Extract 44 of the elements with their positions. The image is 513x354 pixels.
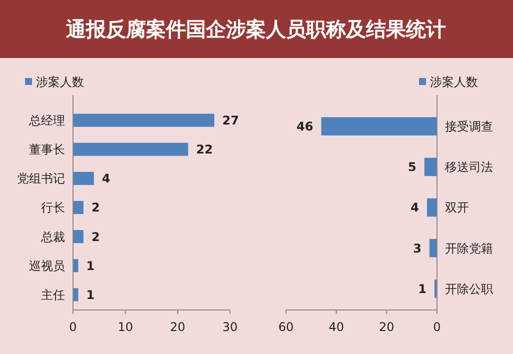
bar	[73, 200, 84, 214]
bar	[73, 114, 214, 127]
y-tick-label: 双开	[445, 200, 469, 215]
y-tick-label: 总裁	[40, 230, 65, 244]
x-tick-label: 0	[69, 320, 77, 334]
bar	[73, 172, 94, 185]
y-tick-label: 主任	[41, 288, 65, 302]
chart-title: 通报反腐案件国企涉案人员职称及结果统计	[65, 17, 446, 41]
y-tick-label: 行长	[41, 200, 65, 215]
y-tick-label: 董事长	[29, 142, 65, 157]
x-tick-label: 20	[379, 320, 394, 334]
bar	[426, 198, 437, 217]
bar	[73, 230, 84, 244]
data-label: 2	[91, 200, 100, 215]
x-tick-label: 60	[278, 320, 294, 334]
x-tick-label: 40	[328, 320, 344, 334]
data-label: 1	[418, 282, 426, 296]
x-tick-label: 10	[118, 320, 133, 334]
data-label: 22	[196, 142, 213, 157]
x-tick-label: 30	[222, 320, 238, 334]
legend-label: 涉案人数	[36, 75, 84, 90]
data-label: 4	[410, 200, 419, 215]
y-tick-label: 移送司法	[445, 160, 493, 174]
data-label: 2	[91, 230, 100, 244]
data-label: 46	[296, 120, 314, 134]
y-tick-label: 总经理	[28, 113, 65, 128]
bar	[321, 117, 437, 136]
data-label: 1	[86, 288, 95, 302]
data-label: 4	[102, 172, 110, 186]
x-tick-label: 0	[433, 320, 441, 334]
data-label: 1	[86, 258, 95, 273]
bar	[429, 238, 437, 258]
data-label: 3	[413, 241, 422, 256]
y-tick-label: 开除党籍	[445, 241, 493, 256]
bar	[424, 158, 437, 176]
y-tick-label: 开除公职	[445, 282, 493, 296]
data-label: 27	[222, 113, 240, 128]
y-tick-label: 党组书记	[17, 172, 65, 186]
y-tick-label: 巡视员	[29, 258, 65, 273]
data-label: 5	[408, 160, 416, 174]
legend-label: 涉案人数	[430, 75, 478, 90]
y-tick-label: 接受调查	[445, 120, 493, 134]
x-tick-label: 20	[170, 320, 186, 334]
bar	[73, 142, 188, 156]
